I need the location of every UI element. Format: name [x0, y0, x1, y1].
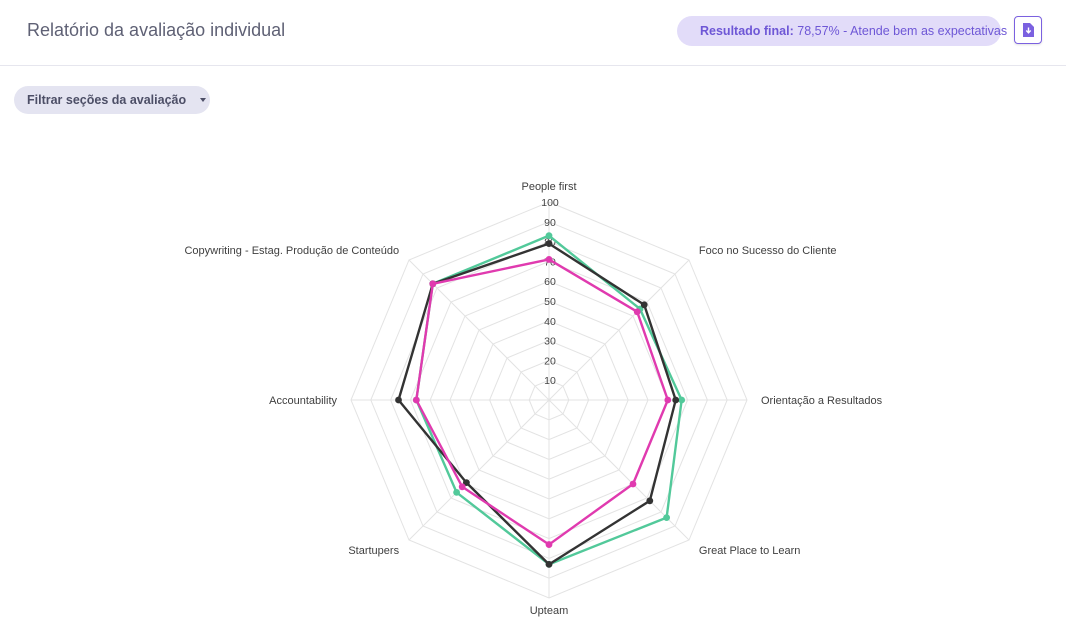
tick-label: 10: [544, 375, 556, 387]
series-point: [462, 479, 470, 487]
grid-spoke: [408, 399, 550, 541]
axis-label: Accountability: [269, 395, 337, 407]
axis-label: Foco no Sucesso do Cliente: [699, 245, 837, 257]
series-point: [429, 280, 437, 288]
series-point: [458, 483, 466, 491]
series-point: [545, 240, 553, 247]
series-point: [412, 396, 420, 404]
tick-label: 50: [544, 296, 556, 308]
series-point: [453, 489, 460, 496]
series-point: [545, 232, 553, 240]
filter-sections-label: Filtrar seções da avaliação: [27, 93, 187, 107]
axis-label: Orientação a Resultados: [761, 395, 883, 407]
tick-label: 60: [544, 276, 556, 288]
tick-label: 30: [544, 336, 556, 348]
series-point: [545, 541, 553, 548]
download-report-button[interactable]: [1014, 16, 1042, 44]
final-result-label: Resultado final:: [700, 24, 794, 38]
series-point: [633, 308, 641, 316]
axis-label: Copywriting - Estag. Produção de Conteúd…: [184, 245, 399, 257]
page-header: Relatório da avaliação individual Result…: [0, 0, 1066, 66]
series-point: [646, 497, 654, 505]
series-point: [664, 396, 672, 404]
series-point: [663, 514, 671, 522]
series-point: [678, 396, 686, 404]
series-point: [672, 396, 680, 404]
series-point: [545, 560, 553, 568]
series-point: [640, 301, 648, 309]
page-title: Relatório da avaliação individual: [27, 20, 286, 40]
axis-label: People first: [521, 181, 576, 193]
final-result-badge: Resultado final: 78,57% - Atende bem as …: [677, 16, 1007, 46]
axis-label: Great Place to Learn: [699, 545, 801, 557]
tick-label: 20: [544, 355, 556, 367]
tick-label: 90: [544, 217, 556, 229]
tick-label: 100: [541, 197, 559, 209]
series-point: [395, 396, 402, 404]
filter-sections-dropdown[interactable]: Filtrar seções da avaliação: [14, 86, 210, 114]
series-point: [629, 480, 637, 488]
axis-label: Startupers: [348, 545, 399, 557]
series-point: [545, 256, 553, 263]
grid-spoke: [548, 259, 690, 401]
axis-label: Upteam: [530, 605, 569, 617]
final-result-value: 78,57% - Atende bem as expectativas: [797, 24, 1008, 38]
file-download-icon: [1023, 23, 1034, 37]
caret-down-icon: [200, 98, 207, 102]
tick-label: 40: [544, 316, 556, 328]
